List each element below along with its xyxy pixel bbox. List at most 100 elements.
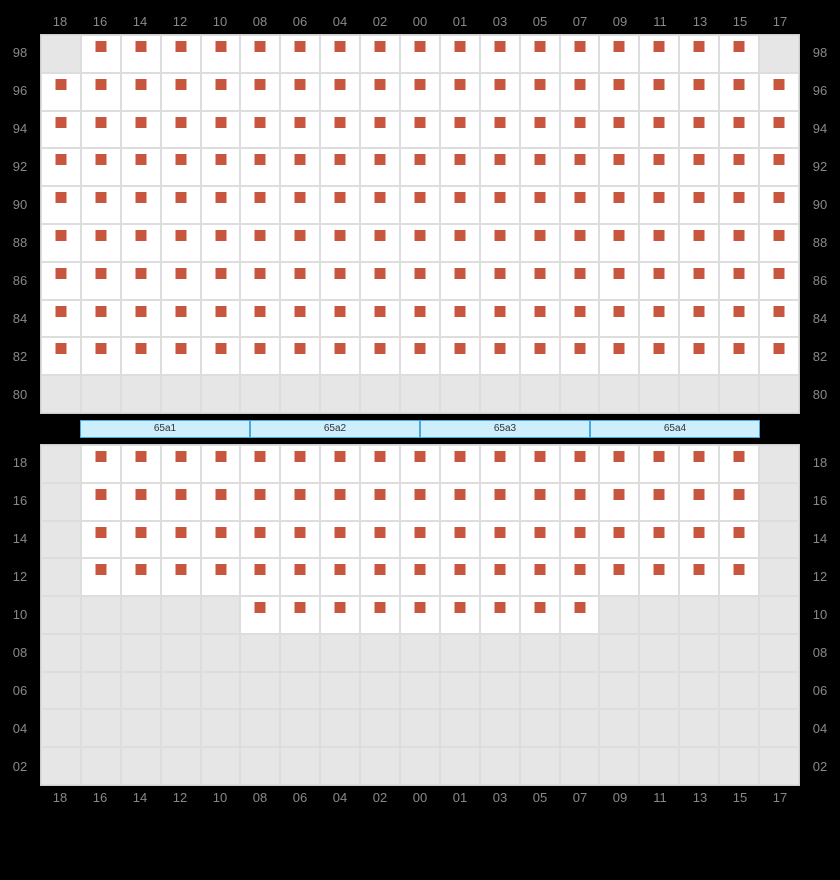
grid-cell[interactable] bbox=[520, 634, 560, 672]
grid-cell[interactable] bbox=[759, 672, 799, 710]
grid-cell[interactable] bbox=[679, 483, 719, 521]
grid-cell[interactable] bbox=[400, 35, 440, 73]
grid-cell[interactable] bbox=[480, 337, 520, 375]
grid-cell[interactable] bbox=[320, 709, 360, 747]
grid-cell[interactable] bbox=[639, 558, 679, 596]
grid-cell[interactable] bbox=[759, 521, 799, 559]
grid-cell[interactable] bbox=[719, 596, 759, 634]
grid-cell[interactable] bbox=[719, 148, 759, 186]
grid-cell[interactable] bbox=[639, 148, 679, 186]
grid-cell[interactable] bbox=[320, 300, 360, 338]
grid-cell[interactable] bbox=[201, 521, 241, 559]
grid-cell[interactable] bbox=[161, 596, 201, 634]
grid-cell[interactable] bbox=[520, 73, 560, 111]
grid-cell[interactable] bbox=[400, 672, 440, 710]
divider-segment[interactable]: 65a4 bbox=[590, 420, 760, 438]
grid-cell[interactable] bbox=[41, 186, 81, 224]
grid-cell[interactable] bbox=[719, 300, 759, 338]
grid-cell[interactable] bbox=[560, 186, 600, 224]
grid-cell[interactable] bbox=[41, 224, 81, 262]
grid-cell[interactable] bbox=[320, 337, 360, 375]
grid-cell[interactable] bbox=[320, 375, 360, 413]
grid-cell[interactable] bbox=[759, 73, 799, 111]
grid-cell[interactable] bbox=[161, 483, 201, 521]
grid-cell[interactable] bbox=[320, 483, 360, 521]
grid-cell[interactable] bbox=[360, 148, 400, 186]
grid-cell[interactable] bbox=[440, 111, 480, 149]
grid-cell[interactable] bbox=[440, 672, 480, 710]
grid-cell[interactable] bbox=[280, 445, 320, 483]
grid-cell[interactable] bbox=[121, 148, 161, 186]
grid-cell[interactable] bbox=[360, 337, 400, 375]
grid-cell[interactable] bbox=[719, 35, 759, 73]
grid-cell[interactable] bbox=[121, 521, 161, 559]
grid-cell[interactable] bbox=[121, 375, 161, 413]
grid-cell[interactable] bbox=[480, 672, 520, 710]
grid-cell[interactable] bbox=[240, 558, 280, 596]
grid-cell[interactable] bbox=[280, 634, 320, 672]
grid-cell[interactable] bbox=[520, 709, 560, 747]
grid-cell[interactable] bbox=[440, 483, 480, 521]
grid-cell[interactable] bbox=[81, 521, 121, 559]
grid-cell[interactable] bbox=[560, 521, 600, 559]
grid-cell[interactable] bbox=[480, 111, 520, 149]
grid-cell[interactable] bbox=[400, 483, 440, 521]
grid-cell[interactable] bbox=[719, 73, 759, 111]
grid-cell[interactable] bbox=[639, 337, 679, 375]
grid-cell[interactable] bbox=[121, 747, 161, 785]
grid-cell[interactable] bbox=[679, 445, 719, 483]
grid-cell[interactable] bbox=[520, 35, 560, 73]
grid-cell[interactable] bbox=[759, 262, 799, 300]
grid-cell[interactable] bbox=[440, 747, 480, 785]
grid-cell[interactable] bbox=[520, 672, 560, 710]
grid-cell[interactable] bbox=[240, 521, 280, 559]
grid-cell[interactable] bbox=[480, 558, 520, 596]
grid-cell[interactable] bbox=[201, 337, 241, 375]
grid-cell[interactable] bbox=[121, 224, 161, 262]
grid-cell[interactable] bbox=[81, 35, 121, 73]
grid-cell[interactable] bbox=[161, 558, 201, 596]
grid-cell[interactable] bbox=[480, 148, 520, 186]
grid-cell[interactable] bbox=[759, 483, 799, 521]
grid-cell[interactable] bbox=[280, 672, 320, 710]
grid-cell[interactable] bbox=[240, 483, 280, 521]
grid-cell[interactable] bbox=[320, 445, 360, 483]
grid-cell[interactable] bbox=[240, 445, 280, 483]
grid-cell[interactable] bbox=[759, 596, 799, 634]
grid-cell[interactable] bbox=[201, 634, 241, 672]
grid-cell[interactable] bbox=[121, 262, 161, 300]
grid-cell[interactable] bbox=[81, 596, 121, 634]
divider-segment[interactable]: 65a2 bbox=[250, 420, 420, 438]
grid-cell[interactable] bbox=[520, 558, 560, 596]
grid-cell[interactable] bbox=[560, 672, 600, 710]
grid-cell[interactable] bbox=[240, 634, 280, 672]
grid-cell[interactable] bbox=[121, 596, 161, 634]
grid-cell[interactable] bbox=[599, 445, 639, 483]
grid-cell[interactable] bbox=[599, 709, 639, 747]
grid-cell[interactable] bbox=[161, 521, 201, 559]
grid-cell[interactable] bbox=[639, 224, 679, 262]
grid-cell[interactable] bbox=[121, 558, 161, 596]
grid-cell[interactable] bbox=[520, 521, 560, 559]
grid-cell[interactable] bbox=[560, 558, 600, 596]
grid-cell[interactable] bbox=[240, 747, 280, 785]
grid-cell[interactable] bbox=[599, 186, 639, 224]
grid-cell[interactable] bbox=[400, 445, 440, 483]
grid-cell[interactable] bbox=[440, 596, 480, 634]
grid-cell[interactable] bbox=[360, 300, 400, 338]
grid-cell[interactable] bbox=[81, 337, 121, 375]
grid-cell[interactable] bbox=[121, 634, 161, 672]
grid-cell[interactable] bbox=[280, 596, 320, 634]
grid-cell[interactable] bbox=[121, 186, 161, 224]
grid-cell[interactable] bbox=[121, 73, 161, 111]
grid-cell[interactable] bbox=[121, 337, 161, 375]
grid-cell[interactable] bbox=[41, 300, 81, 338]
grid-cell[interactable] bbox=[719, 262, 759, 300]
grid-cell[interactable] bbox=[599, 596, 639, 634]
grid-cell[interactable] bbox=[560, 73, 600, 111]
grid-cell[interactable] bbox=[41, 375, 81, 413]
grid-cell[interactable] bbox=[719, 672, 759, 710]
grid-cell[interactable] bbox=[81, 445, 121, 483]
grid-cell[interactable] bbox=[81, 672, 121, 710]
grid-cell[interactable] bbox=[201, 35, 241, 73]
